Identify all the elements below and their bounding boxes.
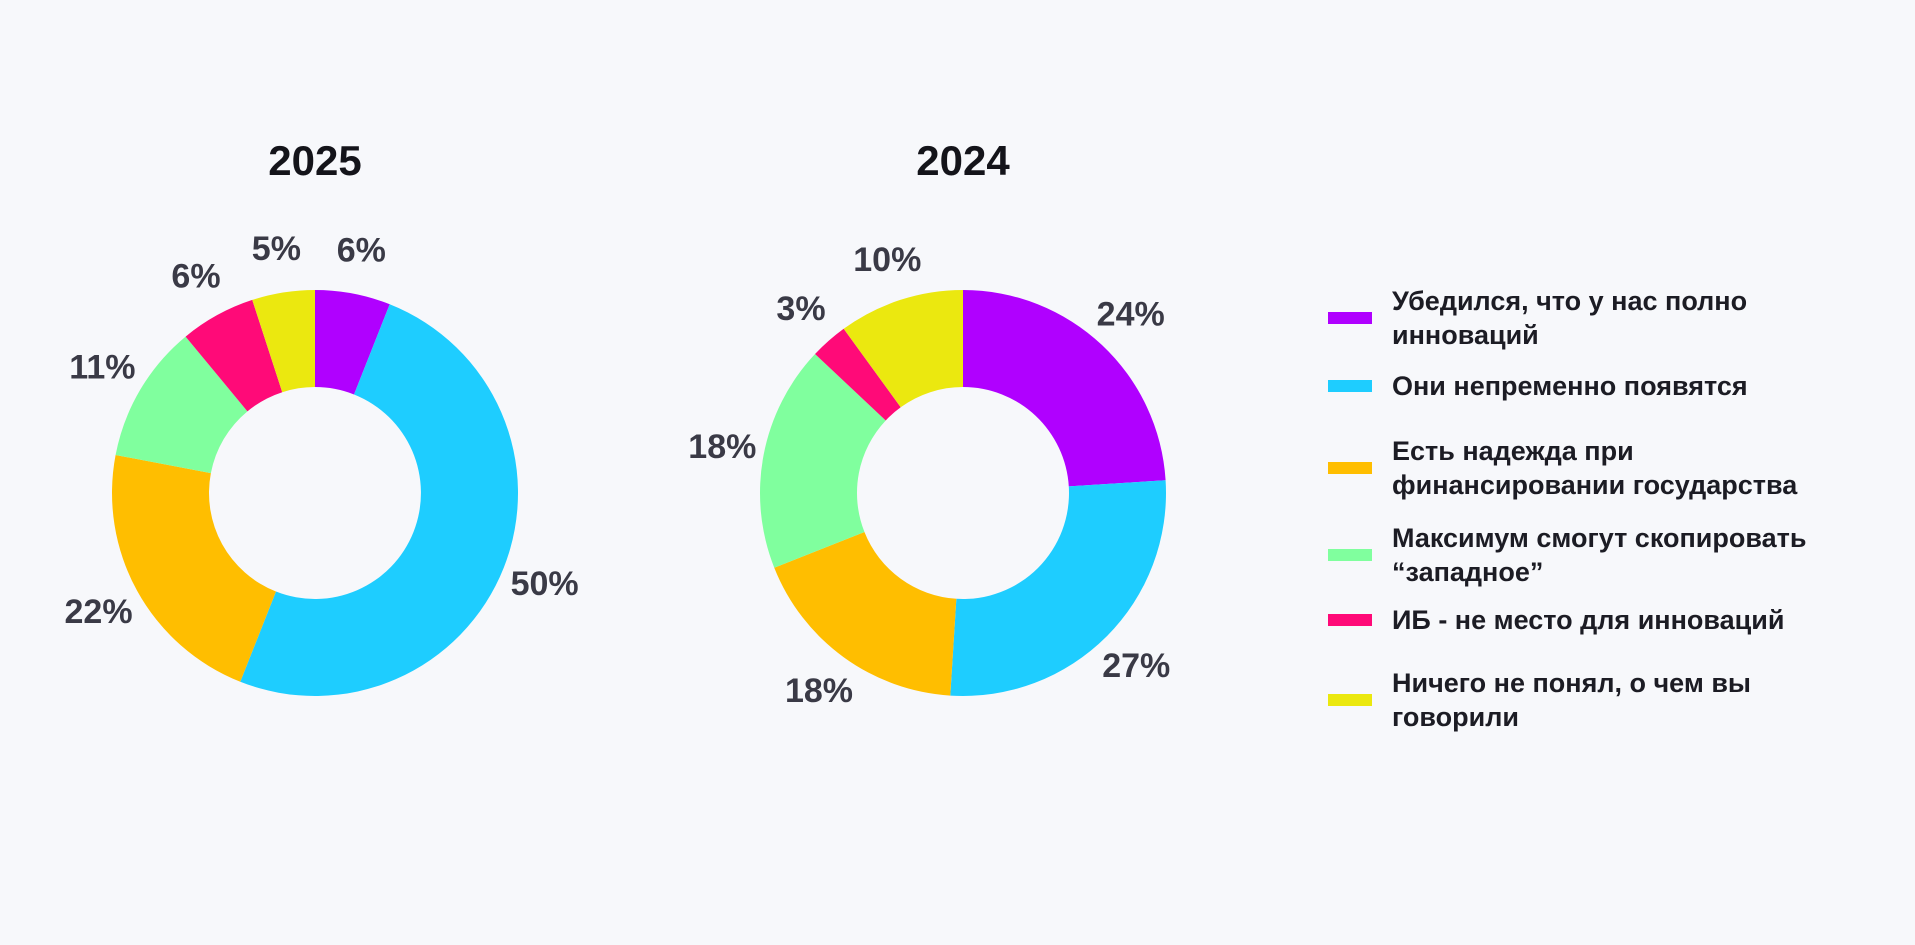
legend-item-will-appear: Они непременно появятся xyxy=(1328,369,1908,403)
donut-slice-2025-innovations-plenty xyxy=(315,290,390,395)
legend-swatch xyxy=(1328,312,1372,324)
data-label-2025-state-funding: 22% xyxy=(65,593,133,631)
legend-label: Они непременно появятся xyxy=(1392,371,1748,401)
donut-slice-2025-copy-western xyxy=(115,336,248,474)
data-label-2024-will-appear: 27% xyxy=(1102,647,1170,685)
donut-slice-2024-state-funding xyxy=(774,532,957,696)
legend-item-copy-western: Максимум смогут скопировать “западное” xyxy=(1328,521,1908,589)
chart-title-2024: 2024 xyxy=(916,137,1010,184)
legend-swatch xyxy=(1328,549,1372,561)
data-label-2025-copy-western: 11% xyxy=(69,348,135,386)
donut-slice-2024-innovations-plenty xyxy=(963,290,1166,487)
data-label-2024-state-funding: 18% xyxy=(785,672,853,710)
data-label-2024-did-not-understand: 10% xyxy=(853,241,921,279)
donut-slice-2024-not-place xyxy=(815,328,901,421)
legend-item-not-place-for-innovation: ИБ - не место для инноваций xyxy=(1328,603,1908,637)
donut-slice-2024-will-appear xyxy=(950,480,1166,696)
legend-swatch xyxy=(1328,694,1372,706)
legend-label: Убедился, что у нас полно инноваций xyxy=(1392,286,1748,350)
donut-slice-2024-did-not-understand xyxy=(843,290,963,408)
donut-slice-2024-copy-western xyxy=(760,354,886,568)
donut-slice-2025-will-appear xyxy=(240,304,518,696)
donut-slice-2025-did-not-understand xyxy=(252,290,315,393)
donut-chart-2025: 2025 6% 50% 22% 11% 6% 5% xyxy=(65,137,579,696)
donut-slice-2025-not-place xyxy=(185,299,283,412)
legend-swatch xyxy=(1328,614,1372,626)
donut-chart-2024: 2024 24% 27% 18% 18% 3% 10% xyxy=(688,137,1170,710)
data-label-2025-will-appear: 50% xyxy=(511,565,579,603)
data-label-2025-did-not-understand: 5% xyxy=(252,230,301,268)
legend-swatch xyxy=(1328,462,1372,474)
chart-title-2025: 2025 xyxy=(268,137,361,184)
donut-slice-2025-state-funding xyxy=(112,454,276,682)
legend-item-did-not-understand: Ничего не понял, о чем вы говорили xyxy=(1328,666,1908,734)
data-label-2024-not-place: 3% xyxy=(776,290,825,328)
data-label-2025-innovations-plenty: 6% xyxy=(337,231,386,269)
legend-item-innovations-plenty: Убедился, что у нас полно инноваций xyxy=(1328,284,1908,352)
data-label-2024-innovations-plenty: 24% xyxy=(1097,295,1165,333)
legend-swatch xyxy=(1328,380,1372,392)
data-label-2025-not-place: 6% xyxy=(171,258,220,296)
legend-label: Ничего не понял, о чем вы говорили xyxy=(1392,668,1751,732)
data-label-2024-copy-western: 18% xyxy=(688,428,756,466)
legend-item-state-funding: Есть надежда при финансировании государс… xyxy=(1328,434,1908,502)
legend-label: Есть надежда при финансировании государс… xyxy=(1392,436,1798,500)
legend-label: ИБ - не место для инноваций xyxy=(1392,605,1785,635)
legend-label: Максимум смогут скопировать “западное” xyxy=(1392,523,1807,587)
